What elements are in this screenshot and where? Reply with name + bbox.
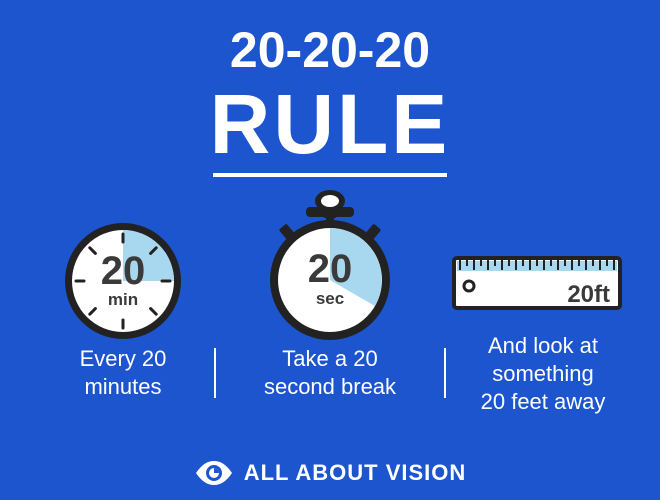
caption-stopwatch-line2: second break xyxy=(263,374,397,399)
stopwatch-value: 20 xyxy=(308,247,353,291)
stopwatch-unit: sec xyxy=(316,289,344,308)
divider-right xyxy=(444,348,446,398)
brand-name: ALL ABOUT VISION xyxy=(243,460,467,485)
caption-ruler: And look at something 20 feet away xyxy=(450,332,636,416)
caption-ruler-line2: something xyxy=(492,361,594,386)
title-line-2: RULE xyxy=(209,77,451,171)
caption-timer-line1: Every 20 xyxy=(79,346,167,371)
brand-logo: ALL ABOUT VISION xyxy=(0,455,660,491)
ruler-ticks xyxy=(459,260,615,270)
caption-ruler-line1: And look at xyxy=(487,333,599,358)
timer-unit: min xyxy=(108,290,138,309)
caption-timer-line2: minutes xyxy=(84,374,162,399)
title-line-1: 20-20-20 xyxy=(229,22,431,78)
ruler-label: 20ft xyxy=(567,281,610,308)
eye-icon xyxy=(195,461,232,485)
timer-icon: 20 min xyxy=(65,223,181,339)
ruler-icon: 20ft xyxy=(452,256,622,310)
caption-stopwatch: Take a 20 second break xyxy=(226,345,434,401)
title-underline xyxy=(213,173,447,177)
stopwatch-icon: 20 sec xyxy=(270,190,390,340)
caption-ruler-line3: 20 feet away xyxy=(480,389,606,414)
divider-left xyxy=(214,348,216,398)
timer-value: 20 xyxy=(101,249,146,293)
caption-timer: Every 20 minutes xyxy=(30,345,216,401)
caption-stopwatch-line1: Take a 20 xyxy=(282,346,378,371)
